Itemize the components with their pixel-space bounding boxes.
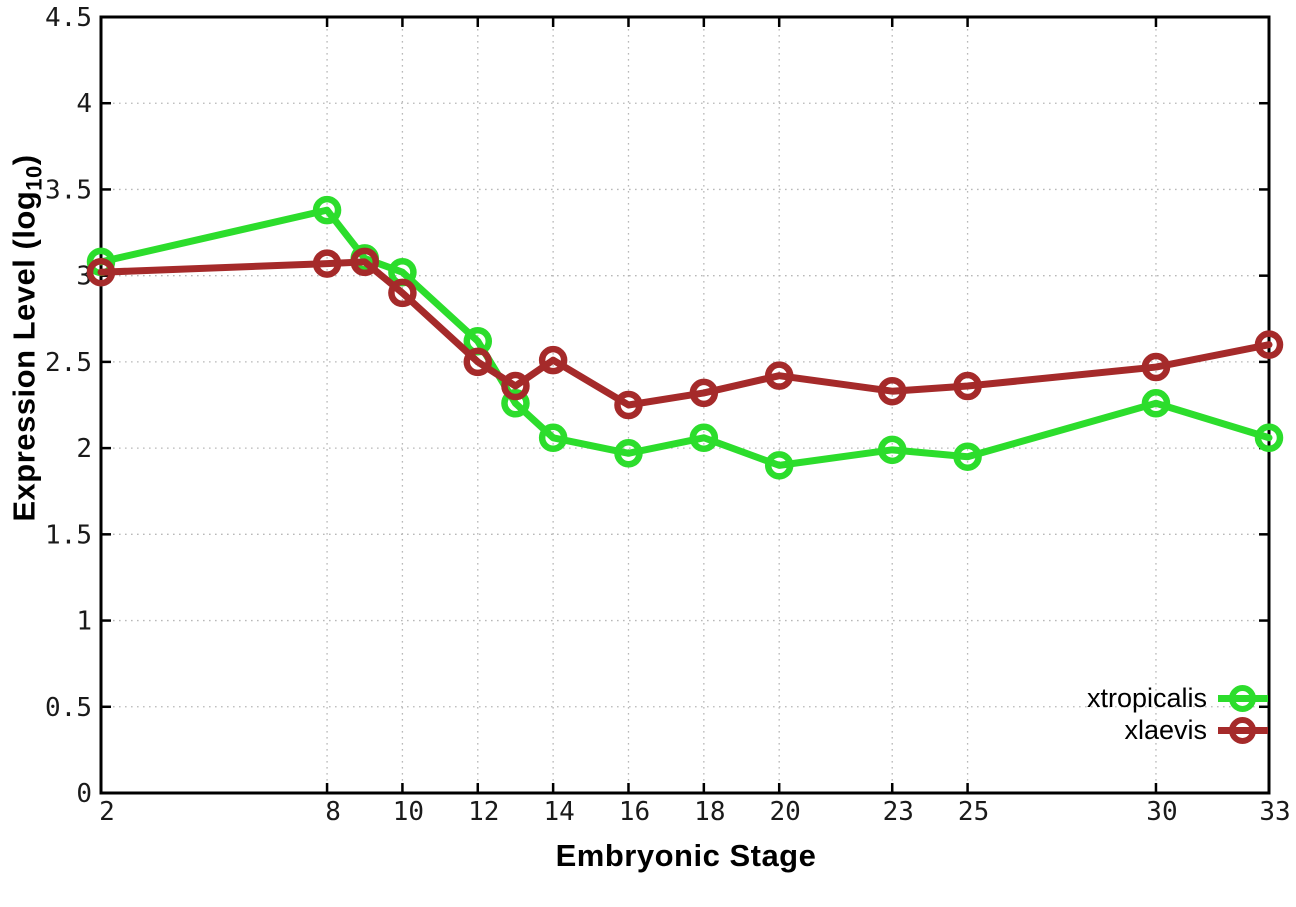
data-point-xlaevis-stage-14 <box>538 345 568 375</box>
legend-entry-xtropicalis: xtropicalis <box>1087 683 1268 713</box>
y-tick-label: 4 <box>76 89 92 119</box>
data-point-xlaevis-stage-13 <box>501 371 530 401</box>
data-point-xlaevis-stage-30 <box>1141 352 1171 382</box>
y-tick-label: 2 <box>76 434 92 464</box>
x-tick-label: 18 <box>694 797 725 827</box>
y-axis-label: Expression Level (log10) <box>7 154 48 521</box>
y-tick-label: 3.5 <box>45 175 92 205</box>
series-line-xlaevis <box>97 258 1273 409</box>
data-point-xtropicalis-stage-8 <box>312 195 342 225</box>
data-point-xtropicalis-stage-33 <box>1254 423 1284 453</box>
data-point-xlaevis-stage-2 <box>86 257 116 287</box>
data-point-xtropicalis-stage-25 <box>953 442 982 471</box>
y-tick-label: 2.5 <box>45 348 92 378</box>
data-point-xtropicalis-stage-20 <box>764 451 794 480</box>
y-axis-label-subscript: 10 <box>21 165 47 191</box>
data-point-xtropicalis-stage-30 <box>1141 389 1171 418</box>
x-tick-label: 33 <box>1259 797 1290 827</box>
y-tick-label: 1.5 <box>45 520 92 550</box>
legend-marker-xtropicalis <box>1218 684 1268 712</box>
data-point-xtropicalis-stage-14 <box>538 423 568 453</box>
x-tick-label: 23 <box>883 797 914 827</box>
x-tick-label: 14 <box>543 797 574 827</box>
open-circle-marker-icon <box>1229 716 1256 744</box>
data-point-xlaevis-stage-16 <box>614 390 643 420</box>
y-axis-label-suffix: ) <box>6 154 42 166</box>
x-tick-label: 12 <box>468 797 499 827</box>
legend-label-xtropicalis: xtropicalis <box>1086 682 1207 713</box>
plot-border <box>99 15 1271 795</box>
x-tick-label: 20 <box>770 797 801 827</box>
y-axis-label-text: Expression Level (log <box>6 190 42 522</box>
data-point-xlaevis-stage-8 <box>312 249 342 278</box>
data-point-xlaevis-stage-33 <box>1254 330 1284 359</box>
data-point-xtropicalis-stage-16 <box>614 439 643 468</box>
x-tick-label: 10 <box>393 797 424 827</box>
x-tick-label: 25 <box>958 797 989 827</box>
x-axis-label: Embryonic Stage <box>555 838 817 873</box>
data-point-xlaevis-stage-9 <box>350 247 379 277</box>
data-point-xlaevis-stage-18 <box>689 378 719 408</box>
x-tick-label: 2 <box>99 797 115 827</box>
data-point-xtropicalis-stage-23 <box>877 435 907 465</box>
legend-label-xlaevis: xlaevis <box>1124 714 1207 745</box>
x-tick-label: 16 <box>619 797 650 827</box>
data-point-xlaevis-stage-25 <box>953 371 982 401</box>
y-tick-label: 1 <box>76 607 92 637</box>
data-point-xlaevis-stage-20 <box>764 361 794 390</box>
open-circle-marker-icon <box>1229 684 1256 712</box>
data-point-xlaevis-stage-23 <box>877 376 907 406</box>
y-tick-label: 4.5 <box>45 3 92 33</box>
x-tick-label: 8 <box>325 797 341 827</box>
data-point-xlaevis-stage-12 <box>463 347 493 377</box>
data-point-xtropicalis-stage-18 <box>689 423 719 453</box>
series-line-xtropicalis <box>97 206 1273 469</box>
x-tick-label: 30 <box>1146 797 1177 827</box>
data-point-xtropicalis-stage-13 <box>501 389 530 418</box>
y-tick-label: 0 <box>76 779 92 809</box>
y-tick-label: 0.5 <box>45 693 92 723</box>
legend-entry-xlaevis: xlaevis <box>1087 715 1268 745</box>
data-point-xlaevis-stage-10 <box>388 278 417 308</box>
legend-marker-xlaevis <box>1218 716 1268 744</box>
legend: xtropicalis xlaevis <box>1087 683 1268 745</box>
